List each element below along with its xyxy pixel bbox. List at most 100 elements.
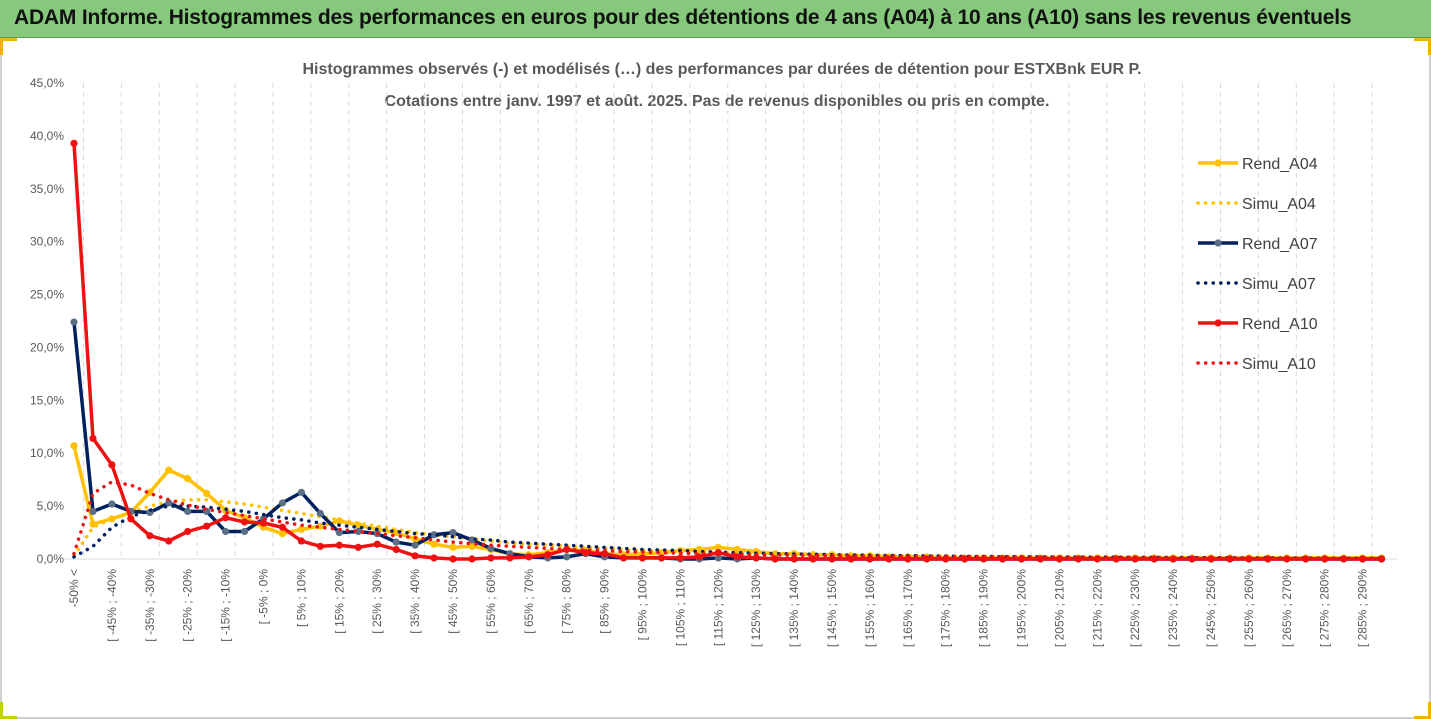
data-point bbox=[240, 527, 249, 536]
data-point bbox=[468, 555, 476, 563]
data-point bbox=[354, 527, 362, 536]
x-tick-label: [ -25% ; -20% bbox=[181, 569, 195, 642]
data-point bbox=[582, 549, 590, 557]
data-point bbox=[354, 543, 362, 551]
corner-mark bbox=[1414, 38, 1431, 55]
x-tick-label: [ -15% ; -10% bbox=[219, 569, 233, 642]
data-point bbox=[297, 488, 305, 496]
data-point bbox=[297, 537, 305, 545]
data-point bbox=[146, 488, 154, 496]
series-lines bbox=[70, 139, 1386, 563]
data-point bbox=[335, 541, 343, 549]
legend-label: Simu_A04 bbox=[1242, 196, 1316, 213]
legend-marker bbox=[1214, 239, 1222, 247]
data-point bbox=[411, 541, 419, 549]
data-point bbox=[165, 499, 173, 507]
data-point bbox=[392, 538, 400, 546]
data-point bbox=[108, 461, 116, 469]
data-point bbox=[752, 554, 760, 562]
y-tick-label: 20,0% bbox=[30, 340, 64, 354]
y-tick-label: 0,0% bbox=[37, 552, 65, 566]
chart-frame: Histogrammes observés (-) et modélisés (… bbox=[0, 38, 1431, 719]
data-point bbox=[222, 514, 230, 522]
data-point bbox=[240, 518, 249, 526]
report-banner: ADAM Informe. Histogrammes des performan… bbox=[0, 0, 1431, 38]
data-point bbox=[278, 499, 287, 507]
x-axis: -50% < [ -45% ; -40% [ -35% ; -30% [ -25% ;… bbox=[67, 569, 1370, 647]
data-point bbox=[411, 552, 419, 560]
data-point bbox=[297, 525, 305, 533]
x-tick-label: [ 95% ; 100% bbox=[636, 569, 650, 641]
x-tick-label: [ 75% ; 80% bbox=[560, 569, 574, 634]
legend-label: Rend_A10 bbox=[1242, 316, 1318, 333]
legend-label: Rend_A07 bbox=[1242, 236, 1318, 253]
x-tick-label: [ 215% ; 220% bbox=[1090, 569, 1104, 647]
legend-label: Rend_A04 bbox=[1242, 156, 1318, 173]
x-tick-label: [ 25% ; 30% bbox=[370, 569, 384, 634]
histogram-chart: Histogrammes observés (-) et modélisés (… bbox=[30, 61, 1397, 647]
corner-mark bbox=[1414, 702, 1431, 719]
y-tick-label: 15,0% bbox=[30, 393, 64, 407]
legend-item: Simu_A04 bbox=[1196, 196, 1316, 213]
data-point bbox=[468, 542, 476, 550]
legend: Rend_A04 Simu_A04 Rend_A07 Simu_A07 Rend_A10… bbox=[1196, 156, 1318, 373]
data-point bbox=[638, 554, 647, 562]
data-point bbox=[544, 551, 552, 559]
data-point bbox=[316, 542, 324, 550]
data-point bbox=[108, 500, 116, 508]
x-tick-label: [ -35% ; -30% bbox=[143, 569, 157, 642]
legend-item: Simu_A10 bbox=[1196, 356, 1316, 373]
legend-item: Rend_A10 bbox=[1198, 316, 1318, 333]
x-tick-label: [ 255% ; 260% bbox=[1242, 569, 1256, 647]
x-tick-label: [ 195% ; 200% bbox=[1015, 569, 1029, 647]
data-point bbox=[790, 555, 798, 563]
data-point bbox=[146, 532, 154, 540]
data-point bbox=[695, 553, 703, 561]
y-tick-label: 25,0% bbox=[30, 288, 64, 302]
legend-item: Rend_A07 bbox=[1198, 236, 1318, 253]
data-point bbox=[487, 544, 495, 553]
x-tick-label: [ 35% ; 40% bbox=[408, 569, 422, 634]
y-tick-label: 5,0% bbox=[37, 499, 65, 513]
legend-item: Rend_A04 bbox=[1198, 156, 1318, 173]
data-point bbox=[316, 509, 324, 518]
data-point bbox=[184, 475, 192, 483]
x-tick-label: [ 235% ; 240% bbox=[1166, 569, 1180, 647]
data-point bbox=[771, 555, 779, 563]
data-point bbox=[506, 554, 514, 562]
data-point bbox=[127, 515, 135, 523]
x-tick-label: [ 145% ; 150% bbox=[825, 569, 839, 647]
data-point bbox=[449, 543, 457, 551]
data-point bbox=[601, 550, 609, 558]
data-point bbox=[733, 545, 741, 554]
x-tick-label: [ 85% ; 90% bbox=[598, 569, 612, 634]
data-point bbox=[714, 543, 722, 551]
x-tick-label: [ 135% ; 140% bbox=[787, 569, 801, 647]
grid-lines bbox=[64, 83, 1397, 560]
x-tick-label: [ 155% ; 160% bbox=[863, 569, 877, 647]
data-point bbox=[487, 554, 495, 562]
data-point bbox=[203, 489, 211, 498]
x-tick-label: [ 55% ; 60% bbox=[484, 569, 498, 634]
y-axis: 0,0% 5,0% 10,0% 15,0% 20,0% 25,0% 30,0% 35,0% 40… bbox=[30, 76, 64, 566]
data-point bbox=[184, 507, 192, 515]
x-tick-label: [ 205% ; 210% bbox=[1052, 569, 1066, 647]
legend-marker bbox=[1214, 159, 1222, 167]
x-tick-label: [ 105% ; 110% bbox=[673, 569, 687, 646]
legend-marker bbox=[1214, 319, 1222, 327]
legend-item: Simu_A07 bbox=[1196, 276, 1316, 293]
chart-title-line-2: Cotations entre janv. 1997 et août. 2025… bbox=[385, 93, 1050, 110]
data-point bbox=[278, 523, 287, 531]
legend-label: Simu_A07 bbox=[1242, 276, 1316, 293]
y-tick-label: 45,0% bbox=[30, 76, 64, 90]
data-point bbox=[430, 540, 438, 548]
data-point bbox=[449, 555, 457, 563]
x-tick-label: [ -5% ; 0% bbox=[257, 569, 271, 625]
data-point bbox=[203, 522, 211, 530]
data-point bbox=[89, 507, 97, 515]
data-point bbox=[392, 545, 400, 554]
data-point bbox=[809, 555, 817, 563]
x-tick-label: [ 15% ; 20% bbox=[332, 569, 346, 634]
y-tick-label: 30,0% bbox=[30, 235, 64, 249]
data-point bbox=[70, 139, 78, 147]
